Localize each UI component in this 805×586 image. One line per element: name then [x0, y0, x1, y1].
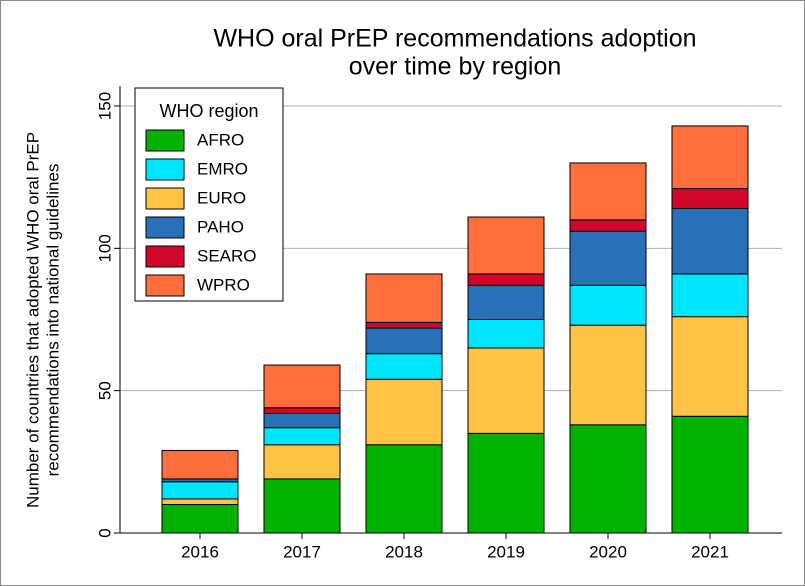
x-tick-label: 2018: [385, 542, 423, 561]
bar-segment: [569, 230, 647, 286]
bar-segment: [569, 324, 647, 426]
x-tick-label: 2020: [589, 542, 627, 561]
bar-segment: [467, 319, 545, 349]
x-tick-label: 2017: [283, 542, 321, 561]
bar-segment: [467, 284, 545, 320]
legend-swatch: [145, 274, 185, 297]
legend-label: SEARO: [197, 246, 257, 265]
bar-segment: [365, 378, 443, 446]
bar-segment: [467, 273, 545, 286]
bar-segment: [263, 364, 341, 409]
bar-segment: [365, 321, 443, 329]
legend-swatch: [145, 216, 185, 239]
bar-segment: [569, 219, 647, 232]
bar-segment: [569, 284, 647, 326]
bar-segment: [671, 188, 749, 209]
bar-segment: [569, 162, 647, 221]
legend-label: EMRO: [197, 159, 248, 178]
bar-segment: [263, 407, 341, 414]
bar-segment: [161, 449, 239, 480]
bar-segment: [161, 498, 239, 506]
legend-title: WHO region: [159, 101, 258, 121]
bar-segment: [263, 412, 341, 429]
y-tick-label: 50: [95, 381, 114, 400]
bar-segment: [365, 327, 443, 355]
legend-label: PAHO: [197, 217, 244, 236]
bar-segment: [467, 216, 545, 275]
legend-swatch: [145, 245, 185, 268]
bar-segment: [671, 316, 749, 417]
bar-segment: [161, 481, 239, 500]
legend-label: WPRO: [197, 275, 250, 294]
bar-segment: [467, 432, 545, 534]
x-tick-label: 2016: [181, 542, 219, 561]
chart-title: WHO oral PrEP recommendations adoption: [213, 25, 696, 53]
bar-segment: [569, 424, 647, 534]
bar-segment: [365, 353, 443, 380]
legend-swatch: [145, 158, 185, 181]
y-tick-label: 0: [95, 528, 114, 537]
y-label-line: recommendations into national guidelines: [43, 164, 62, 477]
bar-segment: [671, 125, 749, 190]
bar-segment: [671, 415, 749, 534]
bar-segment: [671, 273, 749, 318]
y-tick-label: 150: [95, 92, 114, 120]
x-tick-label: 2019: [487, 542, 525, 561]
bar-segment: [161, 504, 239, 534]
y-tick-label: 100: [95, 234, 114, 262]
x-tick-label: 2021: [691, 542, 729, 561]
legend-label: AFRO: [197, 130, 244, 149]
bar-segment: [671, 207, 749, 275]
bar-segment: [467, 347, 545, 434]
bar-segment: [365, 444, 443, 534]
y-label-line: Number of countries that adopted WHO ora…: [23, 132, 42, 508]
bar-segment: [365, 273, 443, 323]
chart-title: over time by region: [349, 53, 562, 81]
y-axis-label: Number of countries that adopted WHO ora…: [23, 132, 62, 508]
legend-swatch: [145, 187, 185, 210]
legend-label: EURO: [197, 188, 246, 207]
bar-segment: [263, 478, 341, 534]
legend-swatch: [145, 129, 185, 152]
bar-segment: [263, 444, 341, 480]
bar-segment: [263, 427, 341, 446]
